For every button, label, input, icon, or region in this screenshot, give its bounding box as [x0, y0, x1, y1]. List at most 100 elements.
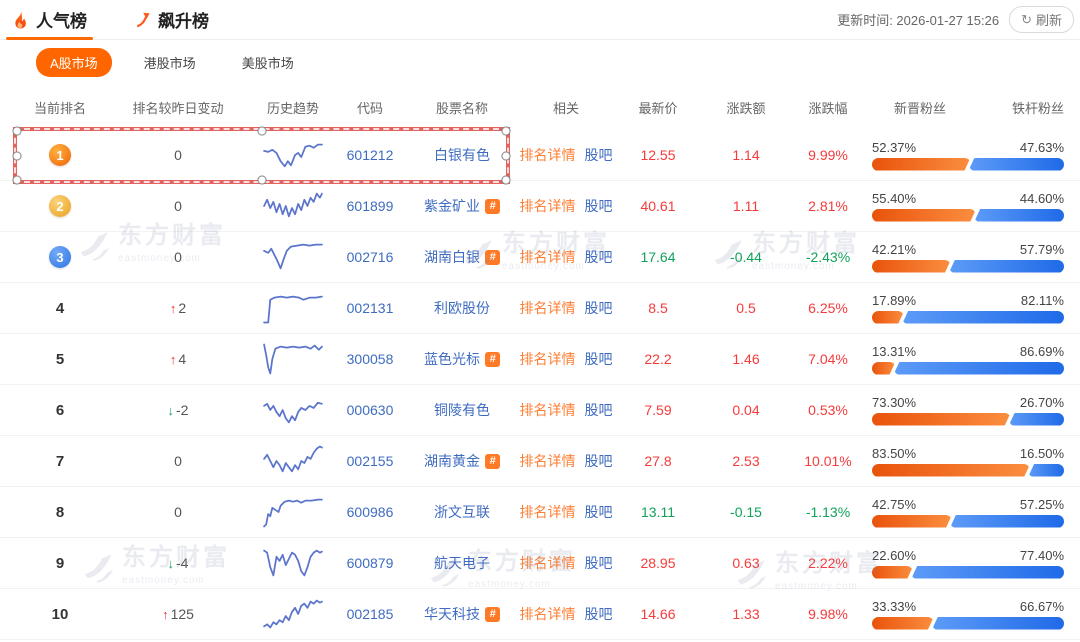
new-fans-bar — [872, 413, 1011, 426]
change-percent: -1.13% — [805, 504, 851, 520]
change-amount: 0.5 — [736, 300, 756, 316]
stock-name-link[interactable]: 湖南黄金 — [424, 453, 480, 469]
new-fans-bar — [872, 311, 904, 324]
guba-link[interactable]: 股吧 — [584, 249, 613, 265]
change-amount: 2.53 — [732, 453, 760, 469]
guba-link[interactable]: 股吧 — [584, 198, 613, 214]
topic-hashtag-icon[interactable]: # — [485, 249, 500, 265]
rank-detail-link[interactable]: 排名详情 — [519, 300, 576, 316]
column-header: 股票名称 — [435, 100, 488, 116]
new-fans-percent: 55.40% — [872, 190, 917, 206]
rank-change-value: -2 — [176, 402, 189, 418]
rank-badge: 2 — [49, 195, 71, 217]
stock-name-link[interactable]: 蓝色光标 — [424, 351, 480, 367]
stock-code-link[interactable]: 002155 — [346, 453, 394, 469]
topic-hashtag-icon[interactable]: # — [485, 351, 500, 367]
stock-name-link[interactable]: 铜陵有色 — [434, 402, 490, 418]
table-body: 1 0 601212 白银有色 # 排名详情 股吧 12.55 1.14 9.9… — [0, 130, 1080, 640]
table-row: 10 ↑ 125 002185 华天科技 # 排名详情 股吧 14.66 1.3… — [0, 589, 1080, 640]
tab-label: 人气榜 — [36, 12, 87, 31]
rank-detail-link[interactable]: 排名详情 — [519, 147, 576, 163]
stock-code-link[interactable]: 002185 — [346, 606, 394, 622]
change-percent: 2.81% — [808, 198, 848, 214]
fans-ratio-bar — [872, 463, 1064, 477]
rank-badge: 3 — [49, 246, 71, 268]
market-tab-1[interactable]: 港股市场 — [143, 55, 196, 71]
column-header: 当前排名 — [33, 100, 86, 116]
column-header: 历史趋势 — [266, 100, 319, 116]
market-tab-0[interactable]: A股市场 — [36, 47, 112, 77]
stock-code-link[interactable]: 600986 — [346, 504, 394, 520]
trend-sparkline — [263, 445, 323, 473]
rank-badge: 9 — [55, 554, 65, 572]
stock-code-link[interactable]: 300058 — [346, 351, 394, 367]
topic-hashtag-icon[interactable]: # — [485, 453, 500, 469]
loyal-fans-bar — [974, 208, 1064, 222]
fans-ratio-bar — [872, 208, 1064, 222]
loyal-fans-bar — [893, 361, 1064, 375]
rank-badge: 6 — [55, 401, 65, 419]
new-fans-bar — [872, 362, 896, 375]
stock-name-link[interactable]: 华天科技 — [424, 606, 480, 622]
stock-code-link[interactable]: 601899 — [346, 198, 394, 214]
guba-link[interactable]: 股吧 — [584, 300, 613, 316]
guba-link[interactable]: 股吧 — [584, 402, 613, 418]
stock-code-link[interactable]: 600879 — [346, 555, 394, 571]
stock-code-link[interactable]: 002716 — [346, 249, 394, 265]
stock-name-link[interactable]: 利欧股份 — [434, 300, 490, 316]
change-percent: 10.01% — [804, 453, 852, 469]
fans-ratio-bar — [872, 514, 1064, 528]
tab-popularity-ranking[interactable]: 人气榜 — [6, 0, 93, 40]
change-percent: 2.22% — [808, 555, 848, 571]
rank-change-value: 0 — [174, 198, 182, 214]
rank-change-value: 0 — [174, 453, 182, 469]
rank-detail-link[interactable]: 排名详情 — [519, 453, 576, 469]
column-header: 涨跌幅 — [808, 100, 848, 116]
trend-sparkline — [263, 343, 323, 375]
loyal-fans-percent: 44.60% — [1019, 190, 1064, 206]
fans-ratio-bar — [872, 361, 1064, 375]
guba-link[interactable]: 股吧 — [584, 504, 613, 520]
guba-link[interactable]: 股吧 — [584, 555, 613, 571]
table-row: 7 0 002155 湖南黄金 # 排名详情 股吧 27.8 2.53 10.0… — [0, 436, 1080, 487]
table-row: 1 0 601212 白银有色 # 排名详情 股吧 12.55 1.14 9.9… — [0, 130, 1080, 181]
column-header: 涨跌额 — [726, 100, 766, 116]
rank-detail-link[interactable]: 排名详情 — [519, 249, 576, 265]
guba-link[interactable]: 股吧 — [584, 351, 613, 367]
rank-detail-link[interactable]: 排名详情 — [519, 402, 576, 418]
latest-price: 12.55 — [640, 147, 676, 163]
rank-detail-link[interactable]: 排名详情 — [519, 555, 576, 571]
topic-hashtag-icon[interactable]: # — [485, 606, 500, 622]
change-amount: 1.14 — [732, 147, 760, 163]
guba-link[interactable]: 股吧 — [584, 606, 613, 622]
stock-name-link[interactable]: 白银有色 — [434, 147, 490, 163]
new-fans-bar — [872, 617, 934, 630]
rank-detail-link[interactable]: 排名详情 — [519, 198, 576, 214]
tab-soaring-ranking[interactable]: 飙升榜 — [131, 0, 213, 39]
stock-code-link[interactable]: 000630 — [346, 402, 394, 418]
guba-link[interactable]: 股吧 — [584, 453, 613, 469]
column-header: 排名较昨日变动 — [132, 100, 224, 116]
stock-name-link[interactable]: 航天电子 — [434, 555, 490, 571]
stock-name-link[interactable]: 湖南白银 — [424, 249, 480, 265]
latest-price: 28.95 — [640, 555, 676, 571]
stock-name-link[interactable]: 浙文互联 — [434, 504, 490, 520]
stock-name-link[interactable]: 紫金矿业 — [424, 198, 480, 214]
rank-change-arrow: ↑ — [169, 300, 177, 316]
loyal-fans-percent: 57.25% — [1019, 496, 1064, 512]
rank-detail-link[interactable]: 排名详情 — [519, 606, 576, 622]
stock-code-link[interactable]: 002131 — [346, 300, 394, 316]
rank-detail-link[interactable]: 排名详情 — [519, 351, 576, 367]
stock-code-link[interactable]: 601212 — [346, 147, 394, 163]
new-fans-bar — [872, 464, 1030, 477]
guba-link[interactable]: 股吧 — [584, 147, 613, 163]
loyal-fans-bar — [931, 616, 1064, 630]
market-tab-2[interactable]: 美股市场 — [241, 55, 294, 71]
fans-ratio-bar — [872, 616, 1064, 630]
loyal-fans-bar — [968, 157, 1064, 171]
rank-detail-link[interactable]: 排名详情 — [519, 504, 576, 520]
topic-hashtag-icon[interactable]: # — [485, 198, 500, 214]
market-tabs: A股市场 港股市场 美股市场 — [0, 40, 1080, 84]
refresh-button[interactable]: ↻ 刷新 — [1009, 6, 1074, 33]
